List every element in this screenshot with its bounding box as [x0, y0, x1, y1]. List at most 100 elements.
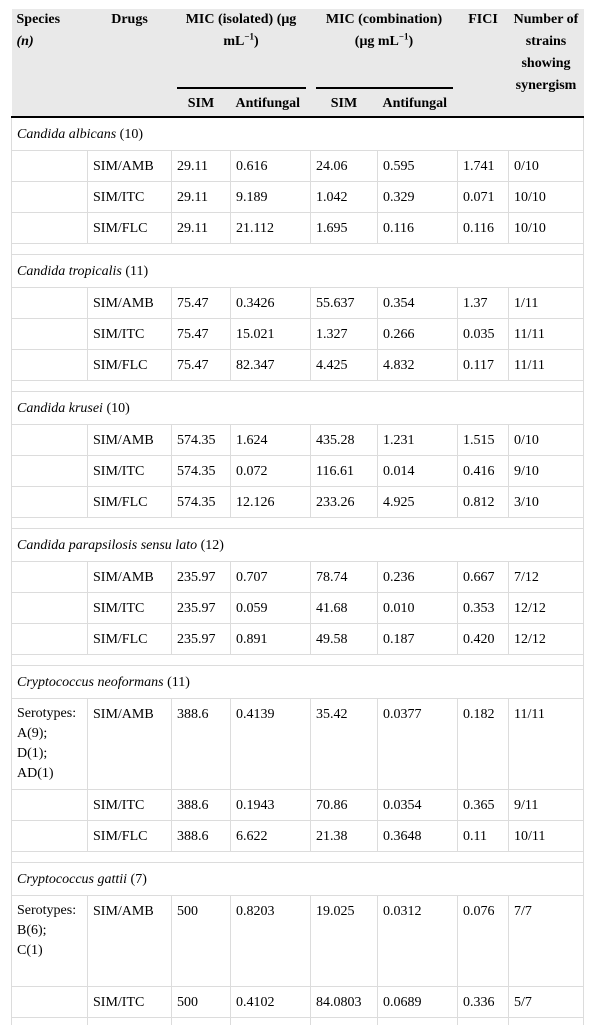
sim-combination-cell: 78.74 [310, 561, 378, 593]
antifungal-combination-cell: 0.595 [377, 150, 458, 182]
drug-cell: SIM/ITC [87, 318, 172, 350]
antifungal-combination-cell: 0.014 [377, 455, 458, 487]
antifungal-isolated-cell: 9.189 [230, 181, 311, 213]
table-row: SIM/ITC 574.35 0.072 116.61 0.014 0.416 9/10 [11, 455, 584, 487]
synergism-cell: 12/12 [508, 592, 584, 624]
species-cell: Candida albicans (10) [11, 117, 584, 151]
species-count: (12) [200, 537, 224, 553]
mic-combination-close: ) [408, 34, 414, 49]
table-row: SIM/ITC 29.11 9.189 1.042 0.329 0.071 10/10 [11, 181, 584, 213]
antifungal-isolated-cell: 12.126 [230, 486, 311, 518]
fici-cell: 1.37 [457, 287, 509, 319]
species-row: Candida krusei (10) [11, 391, 584, 425]
strain-cell [11, 212, 88, 244]
strain-cell: Serotypes: B(6); C(1) [11, 895, 88, 987]
species-cell: Cryptococcus neoformans (11) [11, 665, 584, 699]
strain-cell [11, 424, 88, 456]
synergism-cell: 11/11 [508, 349, 584, 381]
sim-isolated-cell: 388.6 [171, 789, 231, 821]
antifungal-combination-cell: 0.010 [377, 592, 458, 624]
table-row: SIM/AMB 574.35 1.624 435.28 1.231 1.515 0/10 [11, 424, 584, 456]
fici-cell: 0.182 [457, 698, 509, 790]
fici-cell: 0.365 [457, 789, 509, 821]
drug-cell: SIM/AMB [87, 424, 172, 456]
drug-cell: SIM/ITC [87, 455, 172, 487]
antifungal-isolated-cell: 0.3426 [230, 287, 311, 319]
fici-cell: 0.420 [457, 623, 509, 655]
species-cell: Candida krusei (10) [11, 391, 584, 425]
drug-cell: SIM/AMB [87, 561, 172, 593]
sim-isolated-cell: 388.6 [171, 698, 231, 790]
drugs-column-header: Drugs [87, 9, 172, 118]
synergism-cell: 1/11 [508, 287, 584, 319]
table-row: SIM/FLC 388.6 6.622 21.38 0.3648 0.11 10/11 [11, 820, 584, 852]
fici-cell: 0.117 [457, 349, 509, 381]
sim-isolated-cell: 500 [171, 1017, 231, 1025]
sim-isolated-cell: 388.6 [171, 820, 231, 852]
antifungal-combination-cell: 0.0689 [377, 986, 458, 1018]
spacer-cell [11, 654, 584, 666]
synergism-cell: 10/11 [508, 820, 584, 852]
sim-combination-cell: 41.68 [310, 592, 378, 624]
synergism-cell: 7/12 [508, 561, 584, 593]
drug-cell: SIM/FLC [87, 623, 172, 655]
mic-combination-label: MIC (combination) (μg mL [325, 12, 443, 49]
fici-cell: 0.353 [457, 592, 509, 624]
antifungal-isolated-cell: 0.891 [230, 623, 311, 655]
strain-cell [11, 181, 88, 213]
strain-cell [11, 150, 88, 182]
sim-combination-cell: 1.695 [310, 212, 378, 244]
fici-header-label: FICI [468, 12, 498, 27]
antifungal-isolated-cell: 0.8203 [230, 895, 311, 987]
species-count: (7) [130, 871, 147, 887]
fici-cell: 0.152 [457, 1017, 509, 1025]
fici-cell: 1.741 [457, 150, 509, 182]
sim-isolated-cell: 75.47 [171, 287, 231, 319]
mic-combination-unit-exp: −1 [398, 31, 409, 42]
synergism-cell: 7/7 [508, 1017, 584, 1025]
synergism-cell: 3/10 [508, 486, 584, 518]
sim-combination-cell: 84.0803 [310, 986, 378, 1018]
sim-isolated-cell: 574.35 [171, 455, 231, 487]
fici-cell: 0.076 [457, 895, 509, 987]
strain-cell [11, 789, 88, 821]
strain-cell [11, 986, 88, 1018]
mic-fici-table: Species (n) Drugs MIC (isolated) (μg mL−… [11, 9, 584, 1025]
mic-combination-header: MIC (combination) (μg mL−1) [310, 9, 458, 93]
fici-cell: 0.071 [457, 181, 509, 213]
antifungal-combination-cell: 4.832 [377, 349, 458, 381]
table-row: SIM/AMB 29.11 0.616 24.06 0.595 1.741 0/10 [11, 150, 584, 182]
antifungal-combination-cell: 0.329 [377, 181, 458, 213]
species-count: (11) [167, 674, 190, 690]
sim-isolated-cell: 235.97 [171, 592, 231, 624]
table-row: SIM/AMB 75.47 0.3426 55.637 0.354 1.37 1/11 [11, 287, 584, 319]
synergism-cell: 11/11 [508, 318, 584, 350]
antifungal-isolated-cell: 0.059 [230, 592, 311, 624]
drug-cell: SIM/FLC [87, 820, 172, 852]
drug-cell: SIM/ITC [87, 789, 172, 821]
spacer-cell [11, 517, 584, 529]
table-row: SIM/AMB 235.97 0.707 78.74 0.236 0.667 7/12 [11, 561, 584, 593]
antifungal-isolated-cell: 6.622 [230, 820, 311, 852]
mic-isolated-unit-exp: −1 [244, 31, 254, 42]
synergism-cell: 9/11 [508, 789, 584, 821]
table-row: Serotypes: B(6); C(1) SIM/AMB 500 0.8203 19.02… [11, 895, 584, 987]
strain-cell [11, 561, 88, 593]
mic-isolated-close: ) [253, 34, 259, 49]
mic-isolated-header: MIC (isolated) (μg mL−1) [171, 9, 311, 93]
sim-combination-cell: 435.28 [310, 424, 378, 456]
group-spacer [11, 380, 584, 392]
antifungal-isolated-subheader: Antifungal [230, 93, 311, 118]
drug-cell: SIM/FLC [87, 486, 172, 518]
fici-cell: 0.667 [457, 561, 509, 593]
group-spacer [11, 654, 584, 666]
sim-combination-cell: 35.42 [310, 698, 378, 790]
fici-column-header: FICI [457, 9, 509, 118]
mic-isolated-label: MIC (isolated) (μg mL [185, 12, 297, 49]
strain-cell [11, 623, 88, 655]
antifungal-isolated-cell: 0.1943 [230, 789, 311, 821]
drug-cell: SIM/ITC [87, 592, 172, 624]
synergism-cell: 7/7 [508, 895, 584, 987]
sim-combination-cell: 24.06 [310, 150, 378, 182]
sim-isolated-cell: 29.11 [171, 212, 231, 244]
